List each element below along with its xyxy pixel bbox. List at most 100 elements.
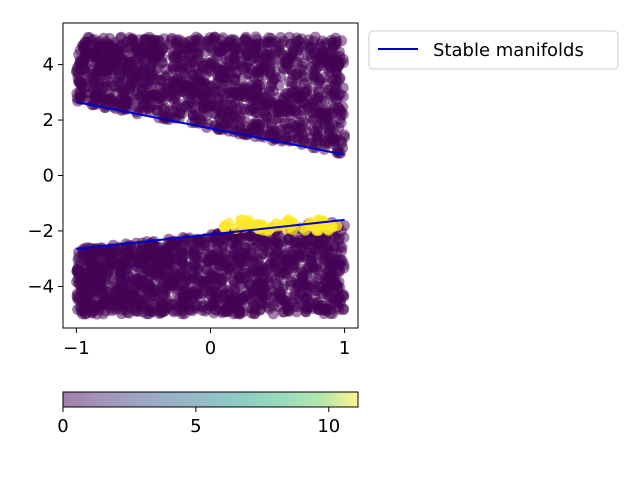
scatter-point <box>308 65 320 77</box>
scatter-point <box>140 94 152 106</box>
scatter-point <box>110 277 122 289</box>
x-tick-label: −1 <box>63 338 90 359</box>
scatter-point <box>172 87 184 98</box>
scatter-point <box>157 302 169 314</box>
scatter-point <box>138 41 150 52</box>
scatter-point <box>275 32 287 43</box>
scatter-point <box>334 295 346 307</box>
x-tick-label: 1 <box>339 338 350 359</box>
scatter-point <box>178 66 190 78</box>
scatter-point <box>105 76 117 88</box>
scatter-point <box>77 56 89 68</box>
scatter-point <box>284 276 296 288</box>
scatter-point <box>264 69 276 81</box>
scatter-point <box>126 43 138 55</box>
scatter-point <box>332 102 344 114</box>
scatter-point <box>141 254 152 266</box>
scatter-point <box>294 263 306 275</box>
y-tick-label: 2 <box>43 110 54 131</box>
scatter-point <box>323 224 334 236</box>
scatter-point <box>135 66 147 78</box>
scatter-point <box>213 301 225 313</box>
scatter-point <box>187 109 199 121</box>
scatter-point <box>297 134 309 146</box>
scatter-point <box>160 82 172 94</box>
scatter-point <box>192 272 204 284</box>
scatter-point <box>287 46 299 58</box>
scatter-point <box>148 34 160 46</box>
scatter-point <box>280 133 292 145</box>
scatter-point <box>168 60 179 72</box>
scatter-point <box>263 223 275 235</box>
scatter-point <box>291 306 303 318</box>
scatter-point <box>325 72 337 83</box>
scatter-point <box>278 260 290 272</box>
scatter-point <box>159 42 171 54</box>
scatter-point <box>256 278 268 290</box>
scatter-point <box>269 251 281 263</box>
scatter-point <box>115 78 127 90</box>
scatter-point <box>234 102 246 113</box>
scatter-point <box>75 301 87 313</box>
scatter-point <box>273 79 285 91</box>
scatter-point <box>280 123 292 135</box>
scatter-point <box>207 107 219 119</box>
scatter-point <box>228 276 240 288</box>
y-tick-label: −4 <box>27 276 54 297</box>
scatter-point <box>279 88 291 100</box>
scatter-point <box>272 99 284 111</box>
scatter-point <box>312 303 324 315</box>
scatter-point <box>326 269 338 281</box>
colorbar-gradient <box>63 392 358 407</box>
scatter-point <box>331 145 343 157</box>
scatter-point <box>312 124 324 136</box>
scatter-point <box>106 97 118 109</box>
scatter-point <box>210 289 222 301</box>
scatter-point <box>234 305 246 317</box>
scatter-point <box>288 85 300 97</box>
scatter-point <box>90 91 102 103</box>
scatter-point <box>256 297 268 309</box>
scatter-point <box>118 99 130 111</box>
scatter-point <box>202 92 214 104</box>
scatter-point <box>80 81 92 93</box>
scatter-point <box>205 41 217 53</box>
scatter-point <box>339 131 350 143</box>
scatter-point <box>225 109 237 121</box>
scatter-point <box>295 110 307 122</box>
stable-manifold-line-2 <box>76 218 345 250</box>
scatter-point <box>192 287 204 299</box>
scatter-point <box>234 233 246 245</box>
scatter-point <box>273 40 285 52</box>
scatter-point <box>176 308 188 320</box>
scatter-point <box>254 38 266 50</box>
scatter-point <box>72 254 84 266</box>
scatter-point <box>105 58 117 70</box>
scatter-point <box>246 303 258 315</box>
scatter-point <box>224 34 236 46</box>
scatter-point <box>219 220 230 232</box>
scatter-point <box>234 82 246 94</box>
scatter-point <box>243 279 255 291</box>
scatter-point <box>100 286 112 298</box>
scatter-point <box>202 253 214 265</box>
scatter-point <box>298 251 310 263</box>
colorbar-tick-label: 0 <box>57 416 68 437</box>
scatter-point <box>251 118 263 130</box>
scatter-point <box>302 50 314 62</box>
colorbar-tick-label: 10 <box>317 416 340 437</box>
scatter-point <box>327 38 339 50</box>
scatter-point <box>124 272 136 284</box>
scatter-point <box>71 92 83 104</box>
scatter-point <box>162 264 174 275</box>
x-axis: −1 0 1 <box>63 328 350 359</box>
scatter-point <box>114 261 126 273</box>
scatter-point <box>116 291 128 303</box>
scatter-point <box>229 285 241 297</box>
colorbar-axis: 0 5 10 <box>57 407 340 437</box>
scatter-point <box>324 47 336 59</box>
scatter-point <box>123 301 135 313</box>
scatter-point <box>72 68 84 80</box>
scatter-point <box>71 288 83 300</box>
scatter-point <box>288 290 300 302</box>
